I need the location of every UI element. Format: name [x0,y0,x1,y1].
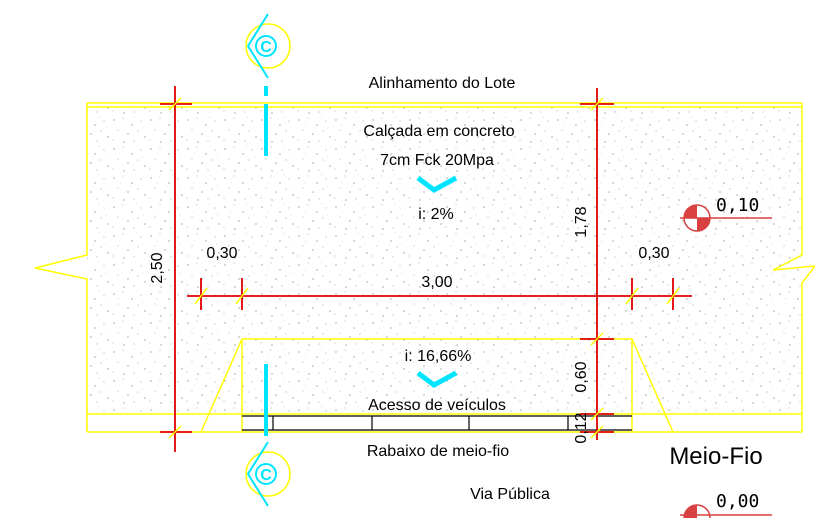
dimension-ticks [168,97,680,439]
left-break-line [34,103,88,432]
sidewalk-material-line1: Calçada em concreto [363,123,514,140]
curb-lowering-segments [242,415,632,431]
curb-lowering-label: Rabaixo de meio-fio [367,443,509,460]
dim-upper-depth: 1,78 [573,206,590,237]
dim-right-offset: 0,30 [638,245,669,262]
level-sidewalk-value: 0,10 [716,195,759,216]
slope-arrow-access-icon [416,370,458,388]
sidewalk-slope-label: i: 2% [418,206,454,223]
lot-alignment-line [87,102,802,108]
dim-curb-depth: 0,12 [573,412,590,443]
curb-lines [87,413,802,433]
dim-total-width: 2,50 [149,252,166,283]
vehicle-access-label: Acesso de veículos [368,397,506,414]
access-slope-label: i: 16,66% [405,348,472,365]
section-marker-bottom: C [245,441,291,507]
dim-access-width: 3,00 [421,274,452,291]
sidewalk-hatch [87,106,802,414]
dim-ramp-depth: 0,60 [573,361,590,392]
public-road-label: Via Pública [470,486,550,503]
lot-alignment-label: Alinhamento do Lote [369,75,516,92]
sidewalk-material-line2: 7cm Fck 20Mpa [380,152,494,169]
slope-arrow-sidewalk-icon [416,175,458,193]
level-road-value: 0,00 [716,491,759,512]
section-letter-top: C [260,39,272,56]
right-break-line [772,103,815,432]
dim-left-offset: 0,30 [206,245,237,262]
curb-label: Meio-Fio [669,443,762,470]
section-marker-top: C [245,13,291,79]
section-letter-bottom: C [260,467,272,484]
level-marker-sidewalk-icon [680,204,772,232]
